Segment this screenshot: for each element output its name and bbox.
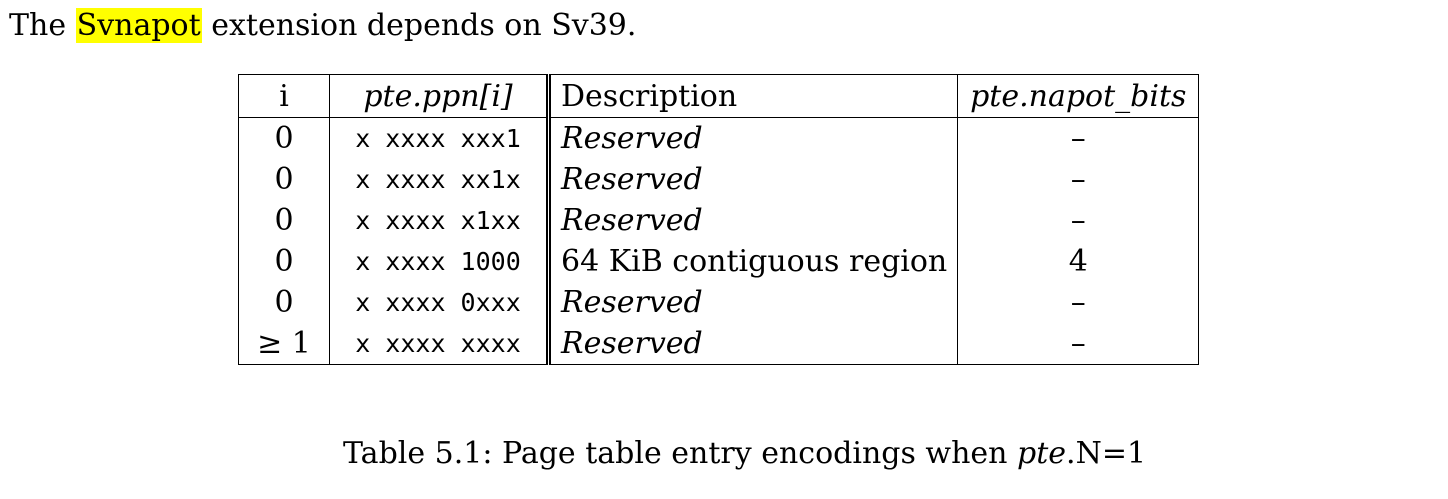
cell-ppn: x xxxx xxxx xyxy=(329,323,549,365)
cell-napot: 4 xyxy=(957,241,1199,282)
header-description: Description xyxy=(545,74,958,118)
header-pte-ppn: pte.ppn[i] xyxy=(329,74,549,118)
cell-ppn: x xxxx 1000 xyxy=(329,241,549,282)
caption-pte: pte xyxy=(1017,436,1067,471)
cell-i: 0 xyxy=(238,200,330,241)
cell-description: Reserved xyxy=(545,323,958,365)
table-row: 0 x xxxx 1000 64 KiB contiguous region 4 xyxy=(238,241,1199,282)
table-header-row: i pte.ppn[i] Description pte.napot_bits xyxy=(238,74,1199,118)
cell-napot: – xyxy=(957,323,1199,365)
cell-ppn: x xxxx 0xxx xyxy=(329,282,549,323)
table-row: 0 x xxxx xx1x Reserved – xyxy=(238,159,1199,200)
cell-i: ≥ 1 xyxy=(238,323,330,365)
cell-i: 0 xyxy=(238,159,330,200)
header-i: i xyxy=(238,74,330,118)
intro-prefix: The xyxy=(9,8,67,43)
table-row: 0 x xxxx x1xx Reserved – xyxy=(238,200,1199,241)
cell-description: 64 KiB contiguous region xyxy=(545,241,958,282)
cell-description: Reserved xyxy=(545,117,958,159)
cell-description: Reserved xyxy=(545,200,958,241)
cell-napot: – xyxy=(957,200,1199,241)
cell-napot: – xyxy=(957,159,1199,200)
intro-sentence: The Svnapot extension depends on Sv39. xyxy=(9,6,636,46)
pte-encoding-table: i pte.ppn[i] Description pte.napot_bits … xyxy=(238,74,1200,365)
intro-suffix: extension depends on Sv39. xyxy=(211,8,637,43)
cell-i: 0 xyxy=(238,117,330,159)
cell-i: 0 xyxy=(238,241,330,282)
caption-suffix: .N=1 xyxy=(1066,436,1147,471)
cell-napot: – xyxy=(957,117,1199,159)
cell-napot: – xyxy=(957,282,1199,323)
table-caption: Table 5.1: Page table entry encodings wh… xyxy=(343,434,1146,474)
cell-ppn: x xxxx x1xx xyxy=(329,200,549,241)
svnapot-highlight: Svnapot xyxy=(75,8,202,43)
cell-ppn: x xxxx xxx1 xyxy=(329,117,549,159)
cell-description: Reserved xyxy=(545,282,958,323)
table-row: ≥ 1 x xxxx xxxx Reserved – xyxy=(238,323,1199,365)
table-row: 0 x xxxx xxx1 Reserved – xyxy=(238,117,1199,159)
cell-description: Reserved xyxy=(545,159,958,200)
cell-i: 0 xyxy=(238,282,330,323)
table-row: 0 x xxxx 0xxx Reserved – xyxy=(238,282,1199,323)
cell-ppn: x xxxx xx1x xyxy=(329,159,549,200)
caption-prefix: Table 5.1: Page table entry encodings wh… xyxy=(343,436,1008,471)
header-napot-bits: pte.napot_bits xyxy=(957,74,1199,118)
